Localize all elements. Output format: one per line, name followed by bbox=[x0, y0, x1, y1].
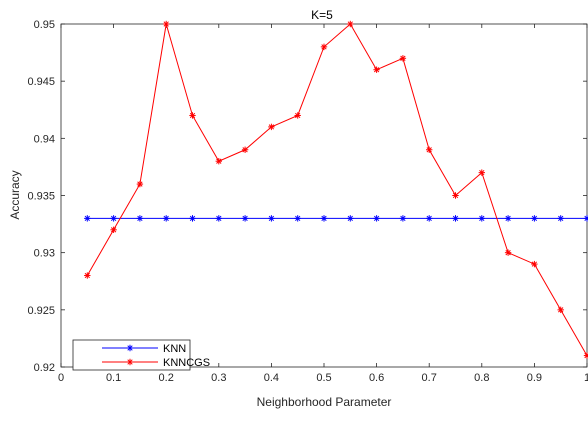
data-point-knn bbox=[557, 215, 564, 222]
data-point-knncgs bbox=[294, 112, 301, 119]
y-tick-label: 0.92 bbox=[34, 362, 55, 374]
data-point-knn bbox=[347, 215, 354, 222]
series-layer bbox=[84, 20, 588, 359]
data-point-knn bbox=[136, 215, 144, 222]
y-tick-label: 0.95 bbox=[34, 19, 55, 31]
x-tick-label: 0.1 bbox=[106, 372, 121, 384]
x-tick-label: 0 bbox=[58, 372, 64, 384]
data-point-knncgs bbox=[136, 180, 144, 188]
data-point-knncgs bbox=[268, 123, 275, 131]
data-point-knncgs bbox=[452, 192, 459, 199]
data-point-knncgs bbox=[557, 306, 564, 314]
legend-marker-knncgs bbox=[126, 358, 134, 366]
data-point-knn bbox=[583, 215, 588, 222]
data-point-knn bbox=[531, 215, 538, 222]
legend-marker-knn bbox=[126, 344, 134, 352]
series-line-knncgs bbox=[86, 23, 588, 356]
data-point-knn bbox=[399, 215, 407, 222]
legend-marker-symbol-knn bbox=[126, 344, 134, 352]
data-point-knn bbox=[320, 215, 328, 222]
legend: KNN KNNCGS bbox=[72, 339, 210, 371]
y-tick-label: 0.93 bbox=[34, 248, 55, 260]
y-tick-label: 0.94 bbox=[34, 133, 55, 145]
data-point-knncgs bbox=[320, 43, 328, 51]
legend-marker-symbol-knncgs bbox=[126, 358, 134, 366]
data-point-knncgs bbox=[373, 66, 380, 73]
y-tick-label: 0.925 bbox=[27, 305, 55, 317]
data-point-knn bbox=[189, 215, 196, 222]
data-point-knncgs bbox=[399, 55, 407, 62]
x-tick-label: 0.7 bbox=[422, 372, 437, 384]
data-point-knncgs bbox=[478, 169, 485, 176]
x-tick-label: 0.3 bbox=[211, 372, 226, 384]
y-tick-label: 0.935 bbox=[27, 191, 55, 203]
data-point-knn bbox=[504, 215, 512, 222]
plot-area bbox=[60, 23, 588, 368]
data-point-knn bbox=[84, 215, 91, 222]
data-point-knncgs bbox=[215, 158, 222, 165]
legend-label-knn: KNN bbox=[163, 343, 186, 355]
x-tick-label: 0.2 bbox=[159, 372, 174, 384]
x-axis-label: Neighborhood Parameter bbox=[257, 395, 392, 409]
x-tick-label: 0.9 bbox=[527, 372, 542, 384]
legend-box bbox=[72, 339, 191, 371]
legend-label-knncgs: KNNCGS bbox=[163, 357, 210, 369]
x-tick-label: 0.6 bbox=[369, 372, 384, 384]
data-point-knncgs bbox=[84, 272, 91, 279]
x-tick-label: 1 bbox=[584, 372, 588, 384]
data-point-knncgs bbox=[189, 112, 196, 119]
data-point-knn bbox=[268, 215, 275, 222]
data-point-knncgs bbox=[531, 260, 538, 268]
data-point-knncgs bbox=[110, 226, 117, 233]
x-tick-label: 0.5 bbox=[316, 372, 331, 384]
x-axis: 0 0.1 0.2 0.3 0.4 0.5 0.6 0.7 0.8 0.9 1 bbox=[58, 24, 588, 384]
x-tick-label: 0.4 bbox=[264, 372, 279, 384]
y-axis-label: Accuracy bbox=[8, 170, 22, 219]
x-tick-label: 0.8 bbox=[474, 372, 489, 384]
chart-title: K=5 bbox=[311, 8, 333, 22]
data-point-knn bbox=[215, 215, 222, 222]
data-point-knn bbox=[452, 215, 459, 222]
data-point-knn bbox=[110, 215, 117, 222]
data-point-knn bbox=[241, 215, 249, 222]
data-point-knncgs bbox=[347, 20, 354, 28]
y-tick-label: 0.945 bbox=[27, 76, 55, 88]
data-point-knn bbox=[373, 215, 380, 222]
data-point-knncgs bbox=[241, 146, 249, 153]
data-point-knncgs bbox=[504, 249, 512, 256]
data-point-knncgs bbox=[426, 146, 433, 153]
data-point-knncgs bbox=[583, 352, 588, 359]
data-point-knn bbox=[478, 215, 485, 222]
plot-frame bbox=[60, 23, 588, 368]
y-axis: 0.92 0.925 0.93 0.935 0.94 0.945 0.95 bbox=[27, 19, 587, 374]
data-point-knncgs bbox=[163, 20, 170, 28]
data-point-knn bbox=[294, 215, 301, 222]
data-point-knn bbox=[163, 215, 170, 222]
data-point-knn bbox=[426, 215, 433, 222]
